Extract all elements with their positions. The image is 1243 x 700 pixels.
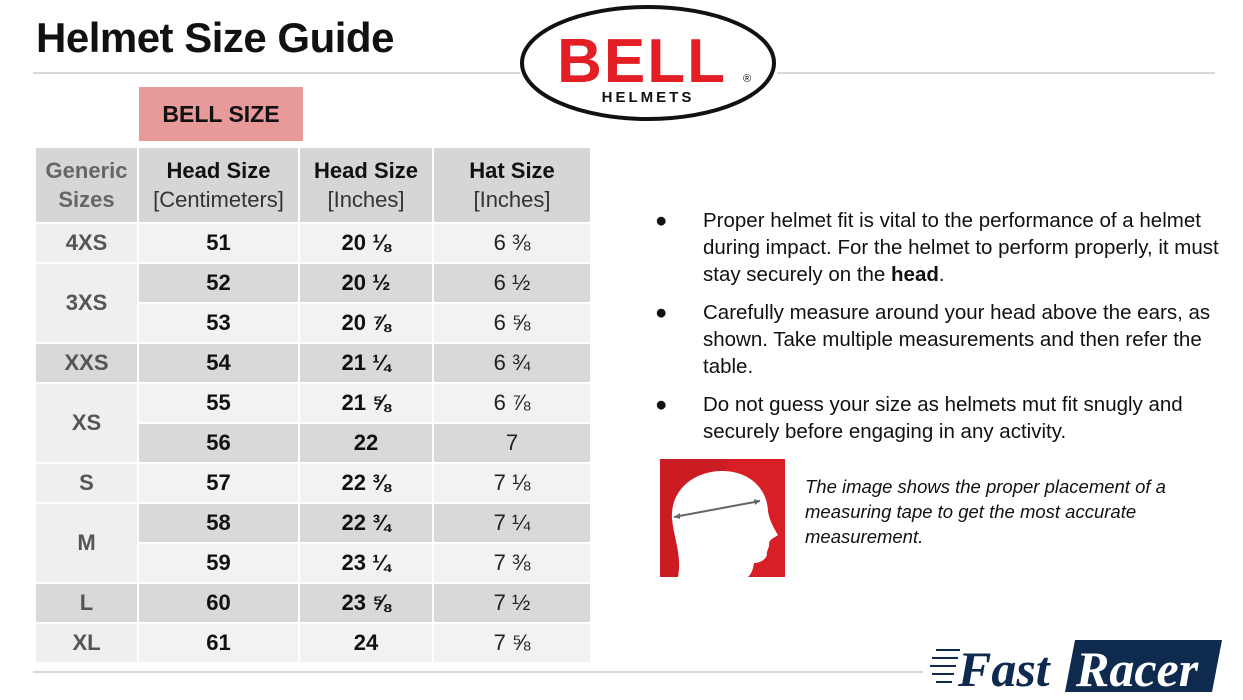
hat-size: 7 ⅛ [434, 464, 590, 502]
bullet-icon: ● [655, 209, 668, 232]
head-size-in: 23 ¼ [300, 544, 432, 582]
head-size-cm: 55 [139, 384, 298, 422]
hat-size: 7 [434, 424, 590, 462]
bullet-bold: head [891, 263, 939, 286]
table-row: 56 22 7 [36, 424, 590, 462]
bullet-item: ● Carefully measure around your head abov… [655, 299, 1225, 380]
svg-text:Racer: Racer [1075, 641, 1199, 694]
header-main: Hat Size [469, 158, 555, 183]
bullet-text: Proper helmet fit is vital to the perfor… [703, 209, 1219, 286]
bullet-text: Do not guess your size as helmets mut fi… [703, 393, 1183, 443]
generic-size: 4XS [36, 224, 137, 262]
bullet-icon: ● [655, 393, 668, 416]
hat-size: 6 ¾ [434, 344, 590, 382]
bell-helmets-logo: BELL ® HELMETS [520, 5, 776, 121]
page-title: Helmet Size Guide [36, 14, 394, 61]
head-size-cm: 60 [139, 584, 298, 622]
head-size-in: 24 [300, 624, 432, 662]
head-size-cm: 54 [139, 344, 298, 382]
head-measurement-image [660, 459, 785, 577]
fastracer-logo: Fast Racer [930, 640, 1222, 694]
head-size-cm: 59 [139, 544, 298, 582]
header-sub: Sizes [58, 187, 115, 212]
head-size-cm: 53 [139, 304, 298, 342]
bullet-item: ● Do not guess your size as helmets mut f… [655, 391, 1225, 445]
column-header: Generic Sizes [36, 148, 137, 222]
generic-size: S [36, 464, 137, 502]
hat-size: 7 ¼ [434, 504, 590, 542]
hat-size: 7 ½ [434, 584, 590, 622]
hat-size: 6 ⅝ [434, 304, 590, 342]
head-size-in: 21 ⅝ [300, 384, 432, 422]
header-main: Head Size [314, 158, 418, 183]
bullet-item: ● Proper helmet fit is vital to the perfo… [655, 207, 1225, 288]
table-row: XL 61 24 7 ⅝ [36, 624, 590, 662]
divider [33, 72, 520, 74]
column-header: Head Size [Centimeters] [139, 148, 298, 222]
hat-size: 7 ⅜ [434, 544, 590, 582]
column-header: Hat Size [Inches] [434, 148, 590, 222]
hat-size: 7 ⅝ [434, 624, 590, 662]
generic-size: XL [36, 624, 137, 662]
image-caption: The image shows the proper placement of … [805, 476, 1166, 547]
head-size-cm: 52 [139, 264, 298, 302]
bullet-end: . [938, 263, 945, 286]
header-sub: [Inches] [473, 187, 551, 212]
head-size-in: 22 ⅜ [300, 464, 432, 502]
head-size-in: 20 ⅛ [300, 224, 432, 262]
svg-text:HELMETS: HELMETS [602, 89, 695, 106]
header-main: Generic [45, 158, 128, 183]
head-size-cm: 58 [139, 504, 298, 542]
size-table: Generic Sizes Head Size [Centimeters] Head S… [34, 146, 592, 664]
hat-size: 6 ⅞ [434, 384, 590, 422]
divider [33, 671, 923, 673]
generic-size: XS [36, 384, 137, 462]
head-size-in: 20 ⅞ [300, 304, 432, 342]
head-size-cm: 57 [139, 464, 298, 502]
svg-text:BELL: BELL [557, 27, 727, 96]
generic-size: 3XS [36, 264, 137, 342]
hat-size: 6 ⅜ [434, 224, 590, 262]
bullet-text: Carefully measure around your head above… [703, 301, 1211, 378]
head-size-in: 21 ¼ [300, 344, 432, 382]
head-size-in: 20 ½ [300, 264, 432, 302]
bullet-icon: ● [655, 301, 668, 324]
head-size-cm: 61 [139, 624, 298, 662]
bell-size-label: BELL SIZE [139, 87, 303, 141]
head-size-cm: 51 [139, 224, 298, 262]
generic-size: XXS [36, 344, 137, 382]
head-size-cm: 56 [139, 424, 298, 462]
head-size-in: 22 [300, 424, 432, 462]
generic-size: L [36, 584, 137, 622]
svg-text:®: ® [743, 73, 751, 85]
generic-size: M [36, 504, 137, 582]
header-main: Head Size [166, 158, 271, 183]
fit-instructions: ● Proper helmet fit is vital to the perfo… [655, 207, 1225, 456]
head-size-in: 22 ¾ [300, 504, 432, 542]
header-sub: [Inches] [327, 187, 405, 212]
head-size-in: 23 ⅝ [300, 584, 432, 622]
divider [777, 72, 1215, 74]
hat-size: 6 ½ [434, 264, 590, 302]
header-sub: [Centimeters] [153, 187, 284, 212]
column-header: Head Size [Inches] [300, 148, 432, 222]
svg-text:Fast: Fast [957, 641, 1052, 694]
